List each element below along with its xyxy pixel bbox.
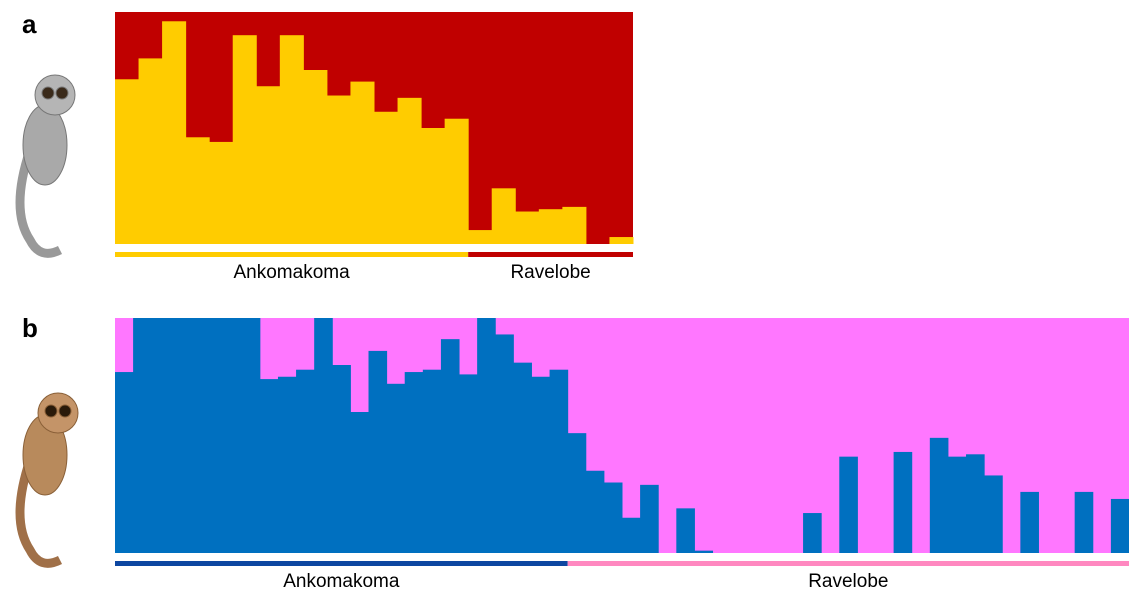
bar — [162, 21, 187, 245]
group-underline — [115, 252, 469, 257]
lemur-illustration — [15, 74, 76, 258]
bar — [279, 35, 304, 245]
bar — [477, 318, 496, 553]
bar — [513, 362, 532, 553]
bar — [495, 334, 514, 553]
bar — [531, 376, 551, 553]
bar — [694, 550, 714, 553]
bar — [929, 437, 949, 553]
group-underline — [567, 561, 1129, 566]
bar — [562, 206, 587, 244]
bar — [421, 128, 446, 244]
bar — [640, 484, 659, 553]
bar — [368, 350, 388, 553]
bar — [397, 97, 422, 244]
bar — [259, 379, 279, 553]
bar — [185, 137, 210, 244]
bar — [947, 456, 967, 553]
group-underline — [115, 561, 568, 566]
bar — [350, 81, 375, 244]
panel-label: a — [22, 9, 37, 39]
bar — [622, 517, 641, 553]
bar — [444, 118, 469, 244]
bar — [241, 318, 261, 553]
bar — [422, 369, 442, 553]
bar — [538, 209, 563, 244]
lemur-illustration — [15, 392, 79, 568]
bar — [1110, 498, 1129, 553]
bar — [374, 111, 399, 244]
panel-label: b — [22, 313, 38, 343]
bar — [138, 58, 163, 245]
bar — [386, 383, 406, 553]
group-underline — [468, 252, 633, 257]
bar — [515, 211, 540, 244]
bar — [984, 475, 1003, 553]
group-label: Ankomakoma — [283, 571, 400, 592]
bar — [676, 508, 695, 553]
bar — [491, 188, 516, 244]
bar — [1020, 491, 1039, 553]
bar — [350, 412, 369, 553]
bar — [468, 230, 493, 244]
bar — [440, 339, 460, 553]
bar — [115, 79, 140, 244]
bar — [296, 369, 315, 553]
group-label: Ravelobe — [510, 262, 590, 283]
bar — [585, 470, 605, 553]
bar — [169, 318, 188, 553]
bar — [567, 433, 587, 553]
bar — [223, 318, 243, 553]
bar — [303, 70, 328, 244]
bar — [326, 95, 351, 245]
bar — [205, 318, 225, 553]
bar — [609, 237, 634, 244]
bar — [256, 86, 281, 245]
bar — [893, 451, 913, 553]
bar — [209, 141, 234, 244]
bar — [277, 376, 297, 553]
bar — [966, 454, 985, 553]
bar — [332, 365, 351, 553]
group-label: Ankomakoma — [234, 262, 351, 283]
bar — [603, 482, 623, 553]
bar — [187, 318, 207, 553]
bar — [151, 318, 170, 553]
bar — [314, 318, 333, 553]
bar — [549, 369, 569, 553]
bar — [133, 318, 152, 553]
bar — [1074, 491, 1094, 553]
bar — [404, 372, 424, 553]
bar — [459, 374, 478, 553]
group-label: Ravelobe — [808, 571, 888, 592]
bar — [232, 35, 257, 245]
bar — [839, 456, 858, 553]
bar — [115, 372, 134, 553]
bar — [803, 513, 822, 553]
